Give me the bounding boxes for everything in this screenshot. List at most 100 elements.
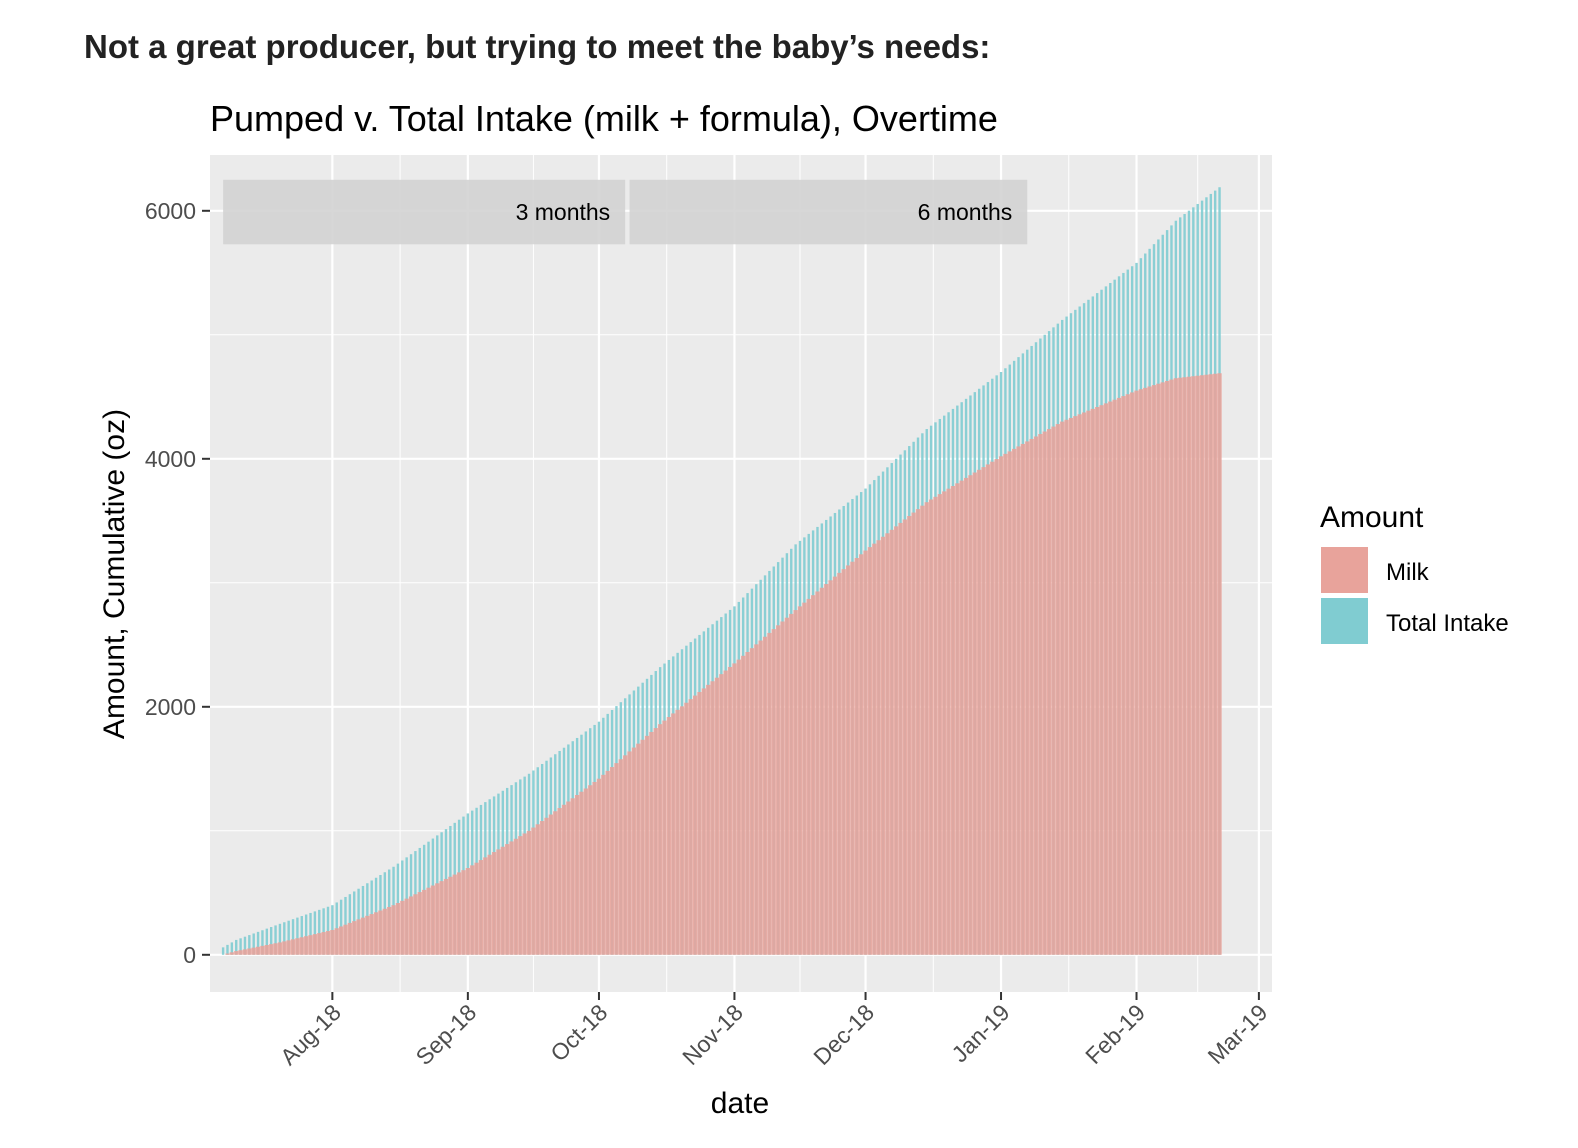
bar-milk	[1134, 390, 1139, 955]
bar-milk	[653, 728, 658, 955]
bar-milk	[304, 936, 309, 955]
bar-milk	[776, 625, 781, 955]
x-axis-label: date	[711, 1087, 769, 1120]
bar-milk	[963, 477, 969, 955]
bar-milk	[474, 862, 479, 955]
bar-milk	[1143, 387, 1148, 955]
bar-milk	[413, 894, 418, 955]
bar-milk	[382, 908, 387, 955]
bar-milk	[1081, 412, 1087, 955]
bar-milk	[845, 565, 851, 955]
y-tick-label: 2000	[145, 694, 196, 720]
bar-milk	[937, 494, 942, 955]
bar-milk	[544, 817, 549, 955]
legend: Amount Milk Total Intake	[1320, 501, 1509, 644]
bar-milk	[535, 824, 540, 955]
bar-milk	[395, 903, 401, 955]
bar-total-intake	[256, 931, 260, 955]
bar-milk	[640, 739, 645, 955]
bar-milk	[614, 763, 619, 955]
bar-milk	[1029, 438, 1034, 955]
bar-milk	[627, 751, 632, 955]
bar-milk	[679, 706, 685, 955]
bar-milk	[688, 699, 693, 955]
bar-milk	[723, 670, 728, 955]
bar-milk	[234, 951, 239, 955]
bar-milk	[977, 469, 982, 955]
bar-milk	[387, 906, 392, 955]
bar-total-intake	[287, 920, 290, 955]
bar-milk	[929, 499, 934, 955]
bar-milk	[391, 905, 396, 955]
bar-total-intake	[230, 942, 234, 955]
bar-milk	[548, 814, 553, 955]
bar-milk	[859, 554, 864, 955]
bar-milk	[277, 942, 283, 955]
annotation-band	[223, 179, 626, 245]
bar-milk	[658, 724, 663, 955]
bar-milk	[1112, 399, 1117, 955]
bar-total-intake	[269, 927, 273, 955]
bar-milk	[710, 681, 715, 955]
bar-milk	[636, 743, 641, 955]
bar-total-intake	[221, 947, 225, 955]
bar-milk	[714, 677, 720, 955]
bar-milk	[736, 659, 741, 955]
bar-milk	[885, 533, 890, 955]
bar-milk	[465, 868, 470, 955]
y-axis-label: Amount, Cumulative (oz)	[98, 409, 131, 739]
bar-milk	[1090, 408, 1095, 955]
bar-total-intake	[252, 933, 255, 955]
bar-milk	[579, 791, 584, 955]
bar-milk	[321, 932, 326, 955]
annotation-bands: 3 months 6 months	[223, 179, 1028, 245]
bar-milk	[985, 464, 991, 955]
y-axis: 0 2000 4000 6000	[145, 198, 210, 968]
bar-total-intake	[304, 914, 308, 955]
page-heading: Not a great producer, but trying to meet…	[84, 28, 991, 65]
bar-milk	[483, 857, 488, 955]
bar-total-intake	[300, 916, 303, 955]
bar-total-intake	[243, 936, 247, 955]
bar-milk	[631, 747, 637, 955]
bar-milk	[1208, 374, 1213, 955]
bar-milk	[762, 636, 768, 955]
bar-milk	[229, 952, 234, 955]
bar-milk	[343, 924, 348, 955]
bar-milk	[1195, 375, 1200, 955]
bar-milk	[601, 774, 606, 955]
bar-milk	[920, 505, 925, 955]
bar-milk	[767, 632, 772, 955]
bar-milk	[850, 561, 855, 955]
bar-milk	[666, 717, 671, 955]
bar-milk	[819, 587, 824, 955]
bar-milk	[1077, 414, 1082, 955]
bar-milk	[334, 928, 339, 955]
bar-milk	[408, 896, 414, 955]
bar-milk	[1160, 382, 1165, 955]
bar-milk	[308, 935, 313, 955]
bar-milk	[1116, 397, 1122, 955]
bar-total-intake	[274, 925, 277, 955]
bar-milk	[290, 939, 296, 955]
bar-milk	[924, 502, 929, 955]
bar-milk	[505, 844, 510, 955]
bar-milk	[618, 759, 623, 955]
bar-milk	[955, 483, 960, 955]
bar-milk	[771, 629, 776, 955]
bar-milk	[439, 881, 444, 955]
bar-milk	[526, 830, 532, 955]
bar-milk	[968, 475, 973, 955]
x-tick-label: Mar-19	[1203, 999, 1273, 1069]
bar-milk	[282, 941, 287, 955]
bar-total-intake	[235, 939, 238, 955]
bar-milk	[749, 648, 755, 955]
bar-milk	[566, 801, 571, 955]
bar-milk	[575, 794, 580, 955]
bar-milk	[1186, 376, 1192, 955]
bar-milk	[894, 526, 899, 955]
bar-milk	[649, 731, 654, 955]
bar-milk	[561, 804, 567, 955]
bar-milk	[365, 915, 370, 955]
